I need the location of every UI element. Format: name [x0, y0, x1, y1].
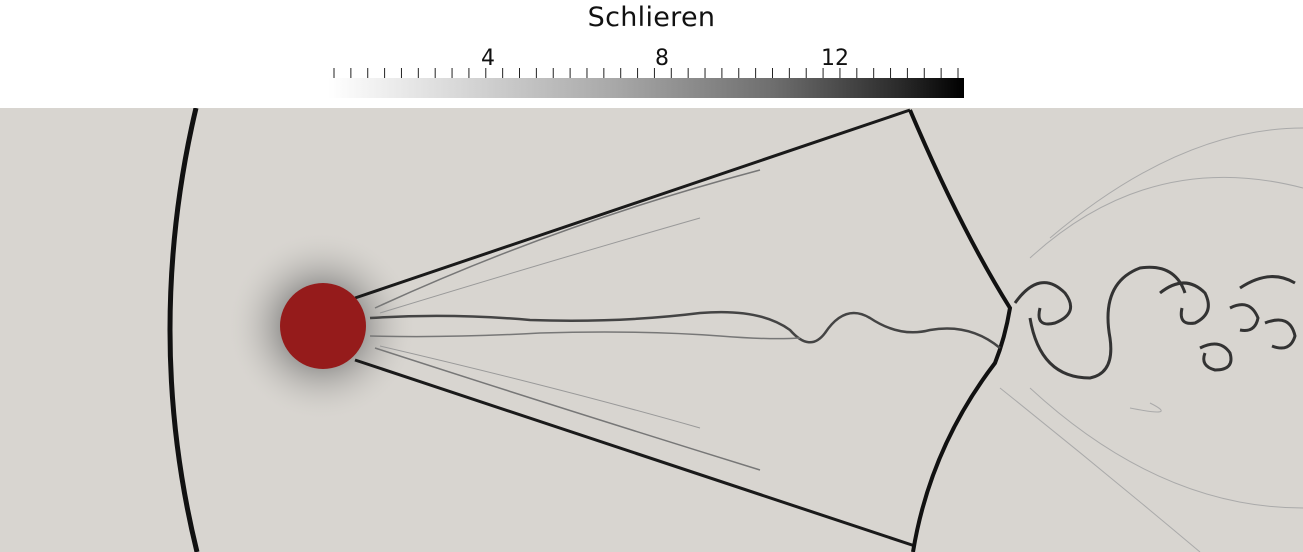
field-background [0, 108, 1303, 552]
wake-shear-layer [369, 310, 1001, 349]
colorbar-title: Schlieren [587, 2, 716, 33]
colorbar-gradient [328, 78, 964, 98]
cylinder [280, 283, 366, 369]
colorbar-label-12: 12 [821, 46, 849, 71]
lower-secondary-wave [374, 347, 761, 471]
colorbar: 4 8 12 [328, 40, 964, 100]
colorbar-label-4: 4 [481, 46, 495, 71]
upper-secondary-wave [374, 169, 761, 309]
lower-oblique-shock [354, 358, 916, 548]
mach-stem [908, 109, 1013, 552]
upper-oblique-shock [354, 108, 911, 300]
colorbar-label-8: 8 [655, 46, 669, 71]
bow-shock [167, 108, 200, 552]
schlieren-field [0, 108, 1303, 552]
colorbar-ticks [333, 68, 959, 78]
vortex-street [1013, 265, 1297, 380]
